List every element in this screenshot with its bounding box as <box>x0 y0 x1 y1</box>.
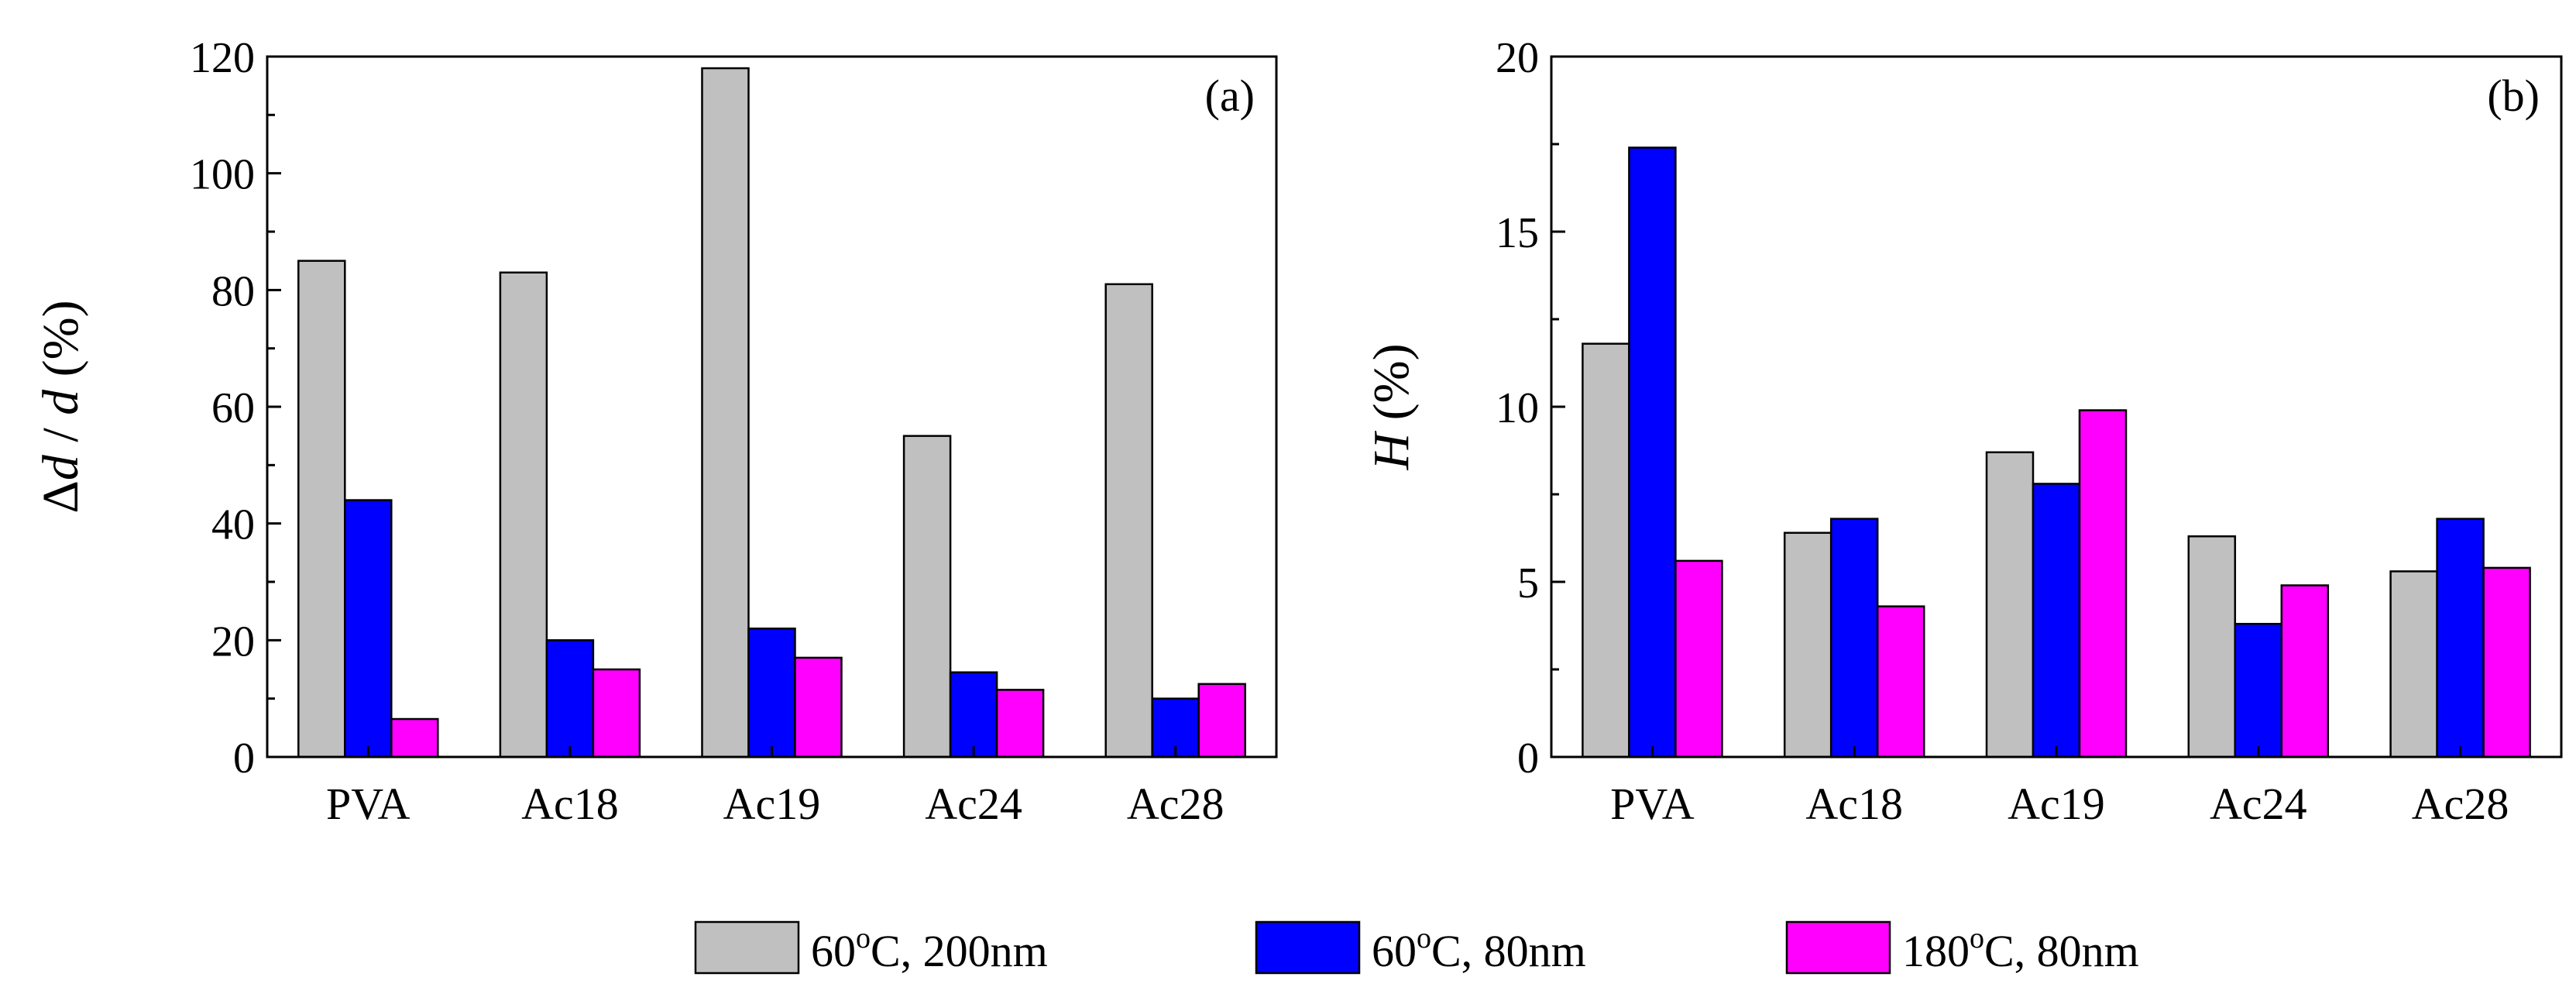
bar-pva-180oc-80nm <box>1674 559 1723 758</box>
y-tick-label: 10 <box>1496 384 1539 432</box>
bar-ac28-60oc-200nm <box>1104 283 1153 758</box>
bar-ac24-60oc-80nm <box>2234 622 2283 758</box>
y-tick-label: 20 <box>211 617 255 666</box>
legend-swatch-s2 <box>1255 920 1361 975</box>
y-tick-label: 60 <box>211 384 255 432</box>
panel-a: 0 20 40 60 80 100 120 PVA Ac18 Ac19 Ac24 Ac28 (a) Δd … <box>33 34 1278 829</box>
x-category-label: Ac24 <box>925 779 1022 829</box>
x-category-label: Ac18 <box>521 779 619 829</box>
x-category-label: Ac28 <box>1127 779 1224 829</box>
bar-ac19-180oc-80nm <box>794 656 843 758</box>
y-tick-label: 5 <box>1517 559 1539 607</box>
x-category-label: Ac19 <box>2008 779 2105 829</box>
bar-ac18-60oc-200nm <box>499 271 548 758</box>
y-tick-label: 0 <box>233 734 255 783</box>
legend-swatch-s1 <box>694 920 800 975</box>
x-category-label: PVA <box>326 779 410 829</box>
x-category-label: Ac18 <box>1805 779 1903 829</box>
y-tick-label: 80 <box>211 267 255 315</box>
bar-ac28-180oc-80nm <box>1197 683 1246 758</box>
panel-tag: (b) <box>2487 71 2540 121</box>
x-category-label: PVA <box>1610 779 1695 829</box>
x-category-label: Ac19 <box>723 779 821 829</box>
x-category-label: Ac24 <box>2210 779 2307 829</box>
bar-ac19-60oc-80nm <box>2032 483 2081 758</box>
bar-ac24-60oc-200nm <box>902 435 952 758</box>
bar-ac24-60oc-200nm <box>2187 535 2237 758</box>
bar-ac19-60oc-80nm <box>747 628 796 758</box>
bar-ac28-60oc-80nm <box>2436 518 2485 758</box>
panel-tag: (a) <box>1205 71 1255 121</box>
panel-b: 0 5 10 15 20 PVA Ac18 Ac19 Ac24 Ac28 (b) H (%) <box>1363 34 2563 829</box>
bar-ac24-60oc-80nm <box>949 671 998 758</box>
y-tick-label: 40 <box>211 501 255 549</box>
bar-ac24-180oc-80nm <box>2280 584 2330 758</box>
bar-pva-60oc-80nm <box>344 499 393 758</box>
y-axis-label: Δd / d (%) <box>33 300 89 513</box>
bar-ac18-60oc-80nm <box>1829 518 1879 758</box>
y-tick-label: 100 <box>190 151 255 199</box>
bar-ac19-60oc-200nm <box>701 67 750 758</box>
y-tick-label: 15 <box>1496 209 1539 257</box>
bar-pva-60oc-200nm <box>297 260 346 758</box>
y-axis-label: H (%) <box>1363 343 1420 470</box>
legend-label-s2: 60oC, 80nm <box>1372 922 1586 976</box>
bar-ac24-180oc-80nm <box>995 689 1045 758</box>
legend-swatch-s3 <box>1785 920 1891 975</box>
bar-pva-60oc-80nm <box>1628 146 1677 758</box>
bar-ac18-60oc-80nm <box>545 639 595 758</box>
y-tick-label: 20 <box>1496 34 1539 82</box>
y-tick-label: 0 <box>1517 734 1539 783</box>
bar-ac18-60oc-200nm <box>1783 531 1832 758</box>
legend: 60oC, 200nm 60oC, 80nm 180oC, 80nm <box>694 920 2139 976</box>
bar-ac28-180oc-80nm <box>2482 566 2531 758</box>
legend-label-s1: 60oC, 200nm <box>811 922 1048 976</box>
bar-ac28-60oc-200nm <box>2389 570 2438 758</box>
legend-label-s3: 180oC, 80nm <box>1902 922 2139 976</box>
y-tick-label: 120 <box>190 34 255 82</box>
bar-ac18-180oc-80nm <box>592 668 641 758</box>
bar-ac18-180oc-80nm <box>1876 605 1925 758</box>
bar-pva-180oc-80nm <box>390 717 439 758</box>
x-category-label: Ac28 <box>2412 779 2509 829</box>
bar-pva-60oc-200nm <box>1582 342 1630 758</box>
bar-ac19-180oc-80nm <box>2078 409 2128 758</box>
bar-ac19-60oc-200nm <box>1985 451 2035 758</box>
